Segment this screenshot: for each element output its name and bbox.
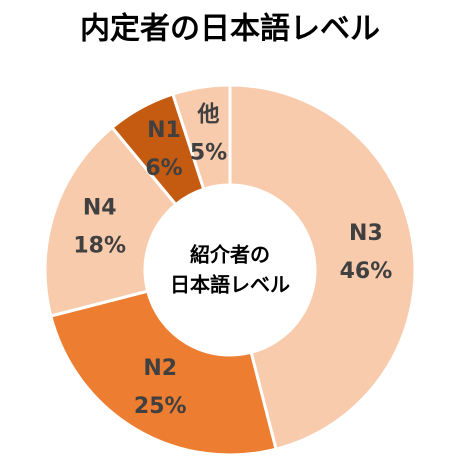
segment-name: N4 xyxy=(83,196,117,221)
segment-value-label: 46% xyxy=(340,259,393,284)
chart-title: 内定者の日本語レベル xyxy=(80,12,380,47)
segment-name: N3 xyxy=(349,221,383,246)
donut-segment xyxy=(43,125,178,318)
center-label: 日本語レベル xyxy=(170,273,290,297)
segment-value-label: 6% xyxy=(145,156,182,181)
center-label: 紹介者の xyxy=(190,243,270,267)
donut-segment xyxy=(48,289,278,457)
segment-name: 他 xyxy=(197,103,220,128)
segment-value-label: 5% xyxy=(190,141,227,166)
segment-value-label: 25% xyxy=(134,394,187,419)
segment-name: N2 xyxy=(143,356,177,381)
donut-segment xyxy=(170,83,232,192)
segment-value-label: 18% xyxy=(73,234,126,259)
donut-segment xyxy=(228,83,417,452)
segment-name: N1 xyxy=(147,118,181,143)
